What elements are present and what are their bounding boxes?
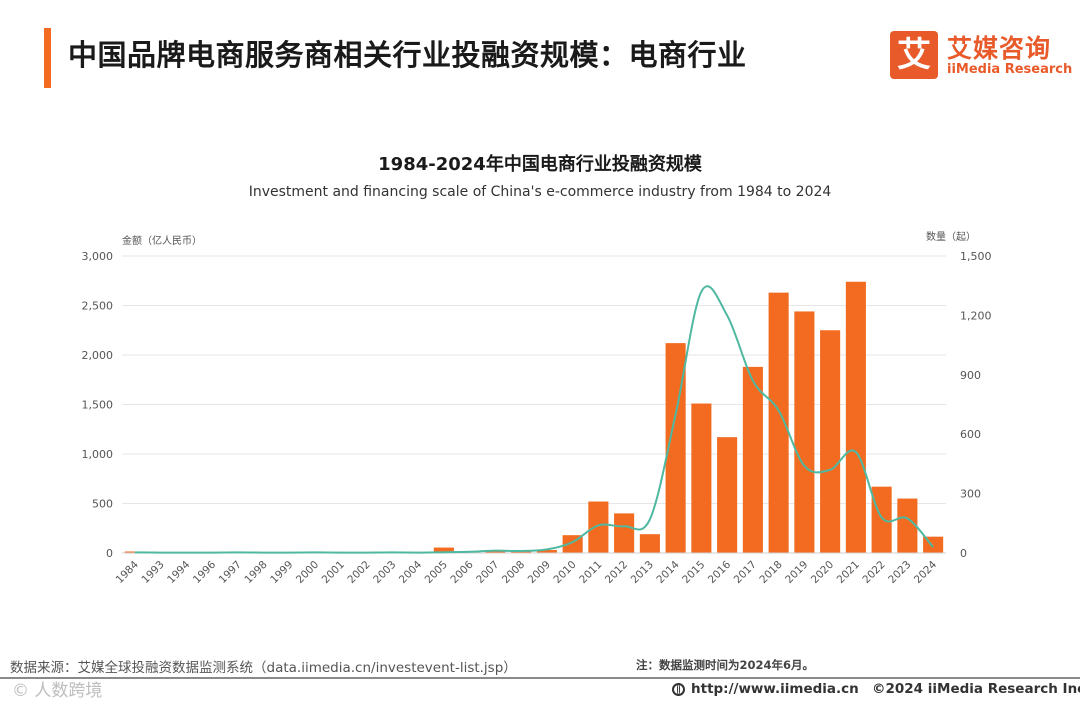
x-tick-label: 2015 xyxy=(680,559,707,586)
footer-source: 数据来源：艾媒全球投融资数据监测系统（data.iimedia.cn/inves… xyxy=(10,660,517,676)
x-tick-label: 2019 xyxy=(783,559,810,586)
y2-tick-label: 900 xyxy=(960,369,981,382)
bar xyxy=(820,330,841,553)
watermark: © 人数跨境 xyxy=(12,681,103,701)
bar xyxy=(433,547,454,553)
x-tick-label: 2014 xyxy=(654,558,682,586)
x-tick-label: 2011 xyxy=(577,559,604,586)
x-tick-label: 2010 xyxy=(551,559,578,586)
x-tick-label: 1993 xyxy=(139,559,166,586)
x-tick-label: 2000 xyxy=(294,559,321,586)
bar xyxy=(665,343,686,553)
y2-tick-label: 0 xyxy=(960,547,967,560)
x-tick-label: 2003 xyxy=(371,559,398,586)
y2-tick-label: 600 xyxy=(960,428,981,441)
bar xyxy=(845,281,866,553)
y-tick-label: 0 xyxy=(106,547,113,560)
bar xyxy=(717,437,738,553)
page-title: 中国品牌电商服务商相关行业投融资规模：电商行业 xyxy=(68,38,747,72)
y-tick-label: 2,000 xyxy=(82,349,114,362)
bar xyxy=(768,292,789,553)
x-tick-label: 2016 xyxy=(706,558,734,586)
y-tick-label: 1,500 xyxy=(82,399,114,412)
title-accent-bar xyxy=(44,28,51,88)
y-tick-label: 1,000 xyxy=(82,448,114,461)
footer-url-text: http://www.iimedia.cn xyxy=(691,681,859,697)
x-tick-label: 2002 xyxy=(345,559,372,586)
x-tick-label: 1984 xyxy=(114,558,142,586)
bar xyxy=(614,513,635,553)
x-tick-label: 1999 xyxy=(268,559,295,586)
x-tick-label: 1997 xyxy=(217,559,244,586)
x-tick-label: 2022 xyxy=(860,559,887,586)
x-tick-label: 2012 xyxy=(603,559,630,586)
globe-icon xyxy=(672,683,685,696)
bar xyxy=(511,551,532,553)
y2-tick-label: 300 xyxy=(960,488,981,501)
x-tick-label: 2004 xyxy=(397,558,425,586)
x-tick-label: 2006 xyxy=(448,558,476,586)
x-tick-label: 2013 xyxy=(629,559,656,586)
bar xyxy=(588,501,609,553)
footer-note: 注：数据监测时间为2024年6月。 xyxy=(636,658,815,672)
x-tick-label: 2023 xyxy=(886,559,913,586)
x-tick-label: 2001 xyxy=(320,559,347,586)
y2-tick-label: 1,500 xyxy=(960,250,992,263)
chart-subtitle: Investment and financing scale of China'… xyxy=(248,184,832,200)
x-tick-label: 2024 xyxy=(912,558,940,586)
bar xyxy=(536,550,557,553)
iimedia-logo: 艾 艾媒咨询 iiMedia Research xyxy=(890,31,1072,81)
logo-cn-text: 艾媒咨询 xyxy=(947,34,1052,63)
y2-axis-title: 数量（起） xyxy=(926,230,976,243)
x-tick-label: 2005 xyxy=(423,559,450,586)
x-tick-label: 2007 xyxy=(474,559,501,586)
x-tick-label: 1994 xyxy=(165,558,193,586)
bar xyxy=(691,403,712,553)
x-tick-label: 2020 xyxy=(809,559,836,586)
bar xyxy=(742,366,763,553)
y-tick-label: 500 xyxy=(92,498,113,511)
chart-title: 1984-2024年中国电商行业投融资规模 xyxy=(378,154,702,175)
bar xyxy=(124,551,145,553)
bar xyxy=(485,551,506,553)
logo-mark: 艾 xyxy=(890,31,938,79)
logo-en-text: iiMedia Research xyxy=(947,62,1073,77)
x-tick-label: 2018 xyxy=(757,559,784,586)
count-line xyxy=(134,285,934,554)
x-tick-label: 2021 xyxy=(835,559,862,586)
y2-tick-label: 1,200 xyxy=(960,309,992,322)
bar xyxy=(897,498,918,553)
footer-copyright: ©2024 iiMedia Research Inc xyxy=(872,681,1080,697)
x-tick-label: 2017 xyxy=(732,559,759,586)
x-tick-label: 1996 xyxy=(191,558,219,586)
footer-divider xyxy=(0,677,1080,679)
x-tick-label: 2009 xyxy=(526,559,553,586)
y-axis-title: 金额（亿人民币） xyxy=(122,234,202,247)
x-tick-label: 1998 xyxy=(242,559,269,586)
bar xyxy=(639,534,660,553)
y-tick-label: 3,000 xyxy=(82,250,114,263)
x-tick-label: 2008 xyxy=(500,559,527,586)
bar xyxy=(794,311,815,553)
y-tick-label: 2,500 xyxy=(82,300,114,313)
bar xyxy=(871,486,892,553)
investment-chart: 0 500 1,000 1,500 2,000 2,500 3,000 0 300 600 900 1… xyxy=(82,230,992,586)
footer-url[interactable]: http://www.iimedia.cn xyxy=(672,681,859,697)
